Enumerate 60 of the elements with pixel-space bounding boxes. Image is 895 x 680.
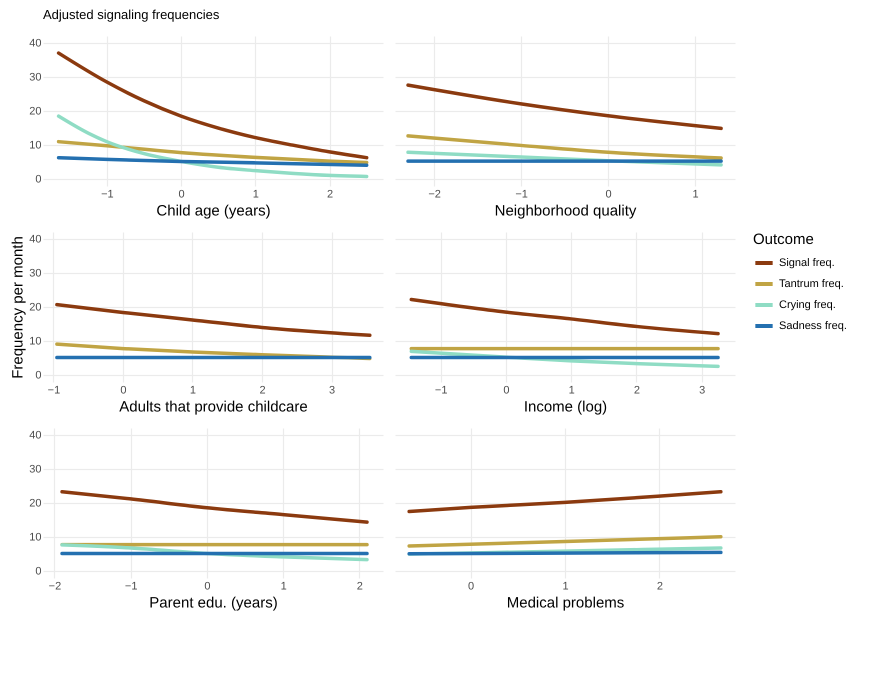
x-axis-title: Medical problems bbox=[506, 594, 624, 612]
y-tick-label: 40 bbox=[29, 37, 42, 50]
x-axis-title: Child age (years) bbox=[156, 202, 271, 220]
x-tick-label: 2 bbox=[356, 580, 363, 592]
chart-title: Adjusted signaling frequencies bbox=[43, 7, 220, 22]
x-tick-label: 0 bbox=[120, 384, 127, 396]
x-tick-label: 0 bbox=[204, 580, 210, 592]
y-tick-label: 30 bbox=[29, 463, 42, 476]
x-tick-label: 1 bbox=[252, 188, 259, 200]
y-tick-label: 30 bbox=[29, 267, 42, 280]
legend-label: Sadness freq. bbox=[779, 320, 847, 332]
y-tick-label: 20 bbox=[29, 106, 42, 118]
x-tick-label: −2 bbox=[48, 580, 62, 592]
x-axis-title: Neighborhood quality bbox=[494, 202, 637, 220]
x-axis-title: Parent edu. (years) bbox=[149, 594, 278, 612]
line-series bbox=[60, 490, 369, 524]
line-series bbox=[56, 140, 368, 164]
x-tick-label: 2 bbox=[259, 384, 266, 396]
y-tick-label: 10 bbox=[29, 532, 42, 544]
line-series bbox=[56, 156, 368, 167]
y-tick-label: 20 bbox=[29, 302, 42, 314]
y-tick-label: 0 bbox=[35, 174, 42, 186]
x-tick-label: −2 bbox=[428, 188, 441, 200]
y-axis-title: Frequency per month bbox=[9, 236, 26, 379]
x-tick-label: 0 bbox=[468, 580, 474, 592]
x-tick-label: 1 bbox=[190, 384, 196, 396]
line-series bbox=[56, 51, 368, 160]
y-tick-label: 40 bbox=[29, 429, 42, 442]
y-tick-label: 40 bbox=[29, 233, 42, 246]
x-tick-label: 0 bbox=[503, 384, 510, 396]
y-tick-label: 30 bbox=[29, 71, 42, 84]
x-axis-title: Adults that provide childcare bbox=[119, 398, 308, 416]
x-tick-label: −1 bbox=[124, 580, 138, 592]
x-tick-label: 2 bbox=[326, 188, 334, 200]
line-series bbox=[56, 114, 368, 178]
x-tick-label: 3 bbox=[328, 384, 336, 396]
y-tick-label: 10 bbox=[29, 140, 42, 152]
x-tick-label: 1 bbox=[562, 580, 569, 592]
y-tick-label: 0 bbox=[35, 566, 42, 578]
legend-title: Outcome bbox=[753, 231, 814, 248]
x-tick-label: −1 bbox=[101, 188, 114, 200]
x-tick-label: 1 bbox=[280, 580, 287, 592]
x-tick-label: 3 bbox=[699, 384, 706, 396]
line-series bbox=[55, 302, 372, 338]
x-tick-label: −1 bbox=[434, 384, 448, 396]
y-tick-label: 20 bbox=[29, 498, 42, 510]
x-tick-label: 1 bbox=[568, 384, 575, 396]
x-tick-label: 2 bbox=[656, 580, 664, 592]
x-tick-label: −1 bbox=[515, 188, 528, 200]
x-axis-title: Income (log) bbox=[524, 398, 608, 416]
x-tick-label: 2 bbox=[634, 384, 640, 396]
y-tick-label: 10 bbox=[29, 336, 42, 348]
legend-label: Signal freq. bbox=[779, 257, 835, 269]
x-tick-label: −1 bbox=[48, 384, 60, 396]
legend-label: Crying freq. bbox=[779, 299, 836, 311]
x-tick-label: 1 bbox=[692, 188, 699, 200]
x-tick-label: 0 bbox=[605, 188, 612, 200]
legend-label: Tantrum freq. bbox=[779, 278, 844, 290]
y-tick-label: 0 bbox=[35, 370, 42, 382]
x-tick-label: 0 bbox=[178, 188, 185, 200]
